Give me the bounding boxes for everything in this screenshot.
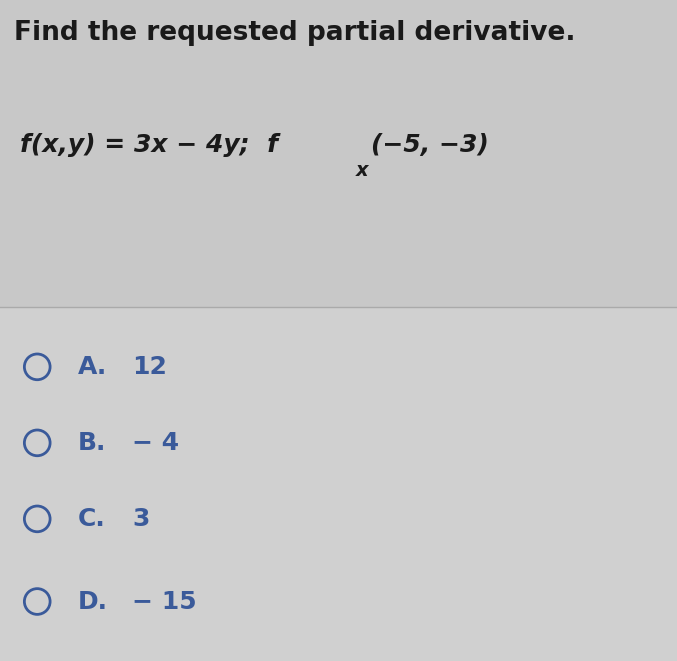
Text: 12: 12	[132, 355, 167, 379]
Text: A.: A.	[78, 355, 107, 379]
Bar	[0, 307, 677, 661]
Text: − 15: − 15	[132, 590, 196, 613]
Text: − 4: − 4	[132, 431, 179, 455]
Text: f(x,y) = 3x − 4y;  f: f(x,y) = 3x − 4y; f	[20, 134, 278, 157]
Text: D.: D.	[78, 590, 108, 613]
Text: C.: C.	[78, 507, 106, 531]
Bar	[0, 0, 677, 307]
Text: 3: 3	[132, 507, 150, 531]
Text: (−5, −3): (−5, −3)	[371, 134, 489, 157]
Text: x: x	[355, 161, 368, 180]
Text: Find the requested partial derivative.: Find the requested partial derivative.	[14, 20, 575, 46]
Text: B.: B.	[78, 431, 106, 455]
